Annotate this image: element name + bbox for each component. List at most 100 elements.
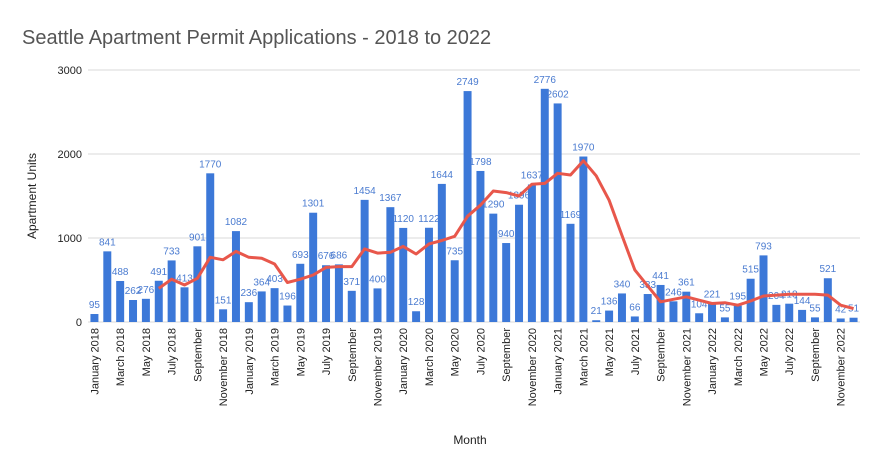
data-label: 491 — [150, 267, 167, 278]
data-label: 136 — [601, 297, 618, 308]
data-label: 55 — [809, 303, 821, 314]
x-tick-label: January 2019 — [244, 328, 256, 395]
bar — [424, 227, 433, 322]
data-label: 1637 — [521, 170, 544, 181]
bar — [103, 251, 112, 322]
data-label: 901 — [189, 232, 206, 243]
data-label: 676 — [318, 251, 335, 262]
bar — [643, 294, 652, 322]
bar — [257, 291, 266, 322]
bar — [605, 310, 614, 322]
data-label: 236 — [240, 288, 257, 299]
bar — [733, 305, 742, 322]
data-label: 841 — [99, 237, 116, 248]
data-label: 364 — [253, 277, 270, 288]
data-label: 196 — [279, 292, 296, 303]
x-tick-label: January 2018 — [89, 328, 101, 395]
data-label: 1120 — [392, 214, 414, 225]
data-label: 1798 — [469, 157, 492, 168]
bar — [347, 290, 356, 322]
data-label: 1082 — [225, 217, 248, 228]
bar — [566, 223, 575, 322]
bar — [193, 246, 202, 322]
bar — [527, 184, 536, 322]
data-label: 441 — [652, 271, 669, 282]
bar — [849, 317, 858, 322]
data-label: 66 — [629, 302, 641, 313]
bar — [231, 231, 240, 322]
data-label: 1644 — [431, 170, 454, 181]
data-label: 733 — [163, 246, 180, 257]
bar — [129, 299, 138, 322]
bar — [785, 303, 794, 322]
data-label: 1169 — [560, 210, 582, 221]
bar — [592, 320, 601, 322]
x-tick-label: November 2022 — [836, 328, 848, 406]
x-tick-label: May 2022 — [759, 328, 771, 376]
data-label: 1122 — [418, 214, 440, 225]
bar — [463, 91, 472, 322]
bar — [656, 284, 665, 322]
bar — [386, 207, 395, 322]
data-label: 400 — [369, 274, 386, 285]
data-label: 95 — [89, 300, 101, 311]
bar — [579, 156, 588, 322]
data-label: 793 — [755, 241, 772, 252]
x-tick-label: July 2021 — [630, 328, 642, 375]
data-label: 361 — [678, 278, 695, 289]
bar — [283, 305, 292, 322]
y-tick-label: 2000 — [58, 149, 82, 161]
bar — [759, 255, 768, 322]
bar — [772, 304, 781, 322]
data-label: 1454 — [354, 186, 377, 197]
data-label: 340 — [614, 279, 631, 290]
x-tick-label: March 2021 — [578, 328, 590, 386]
bar — [219, 309, 228, 322]
data-label: 521 — [819, 264, 836, 275]
bar — [798, 309, 807, 322]
bar — [399, 227, 408, 322]
x-tick-label: September — [810, 328, 822, 382]
x-tick-label: November 2018 — [218, 328, 230, 406]
x-tick-label: July 2019 — [321, 328, 333, 375]
data-label: 21 — [591, 306, 603, 317]
data-label: 2776 — [534, 75, 557, 86]
bar — [836, 318, 845, 322]
bar — [437, 183, 446, 322]
data-label: 1301 — [302, 199, 325, 210]
bar — [823, 278, 832, 322]
data-label: 693 — [292, 250, 309, 261]
bar — [553, 103, 562, 322]
x-tick-label: May 2021 — [604, 328, 616, 376]
data-label: 151 — [215, 295, 232, 306]
x-tick-label: November 2021 — [681, 328, 693, 406]
data-label: 1770 — [199, 159, 222, 170]
bar — [116, 281, 125, 322]
bar — [167, 260, 176, 322]
chart-title: Seattle Apartment Permit Applications - … — [22, 27, 491, 49]
bar — [322, 265, 331, 322]
data-label: 735 — [446, 246, 463, 257]
bar — [450, 260, 459, 322]
data-label: 488 — [112, 267, 129, 278]
x-tick-label: January 2021 — [553, 328, 565, 395]
y-tick-label: 1000 — [58, 233, 82, 245]
bar — [309, 212, 318, 322]
bar — [515, 204, 524, 322]
data-label: 42 — [835, 304, 847, 315]
bar — [270, 288, 279, 322]
data-label: 2749 — [456, 77, 479, 88]
x-tick-label: July 2018 — [167, 328, 179, 375]
bar — [617, 293, 626, 322]
data-label: 515 — [742, 265, 759, 276]
bar — [206, 173, 215, 322]
bar — [373, 288, 382, 322]
x-tick-label: September — [501, 328, 513, 382]
bar — [141, 298, 150, 322]
bar — [630, 316, 639, 322]
x-tick-label: May 2019 — [295, 328, 307, 376]
x-tick-label: September — [347, 328, 359, 382]
data-label: 128 — [408, 297, 425, 308]
data-label: 195 — [729, 292, 746, 303]
data-label: 262 — [125, 286, 142, 297]
